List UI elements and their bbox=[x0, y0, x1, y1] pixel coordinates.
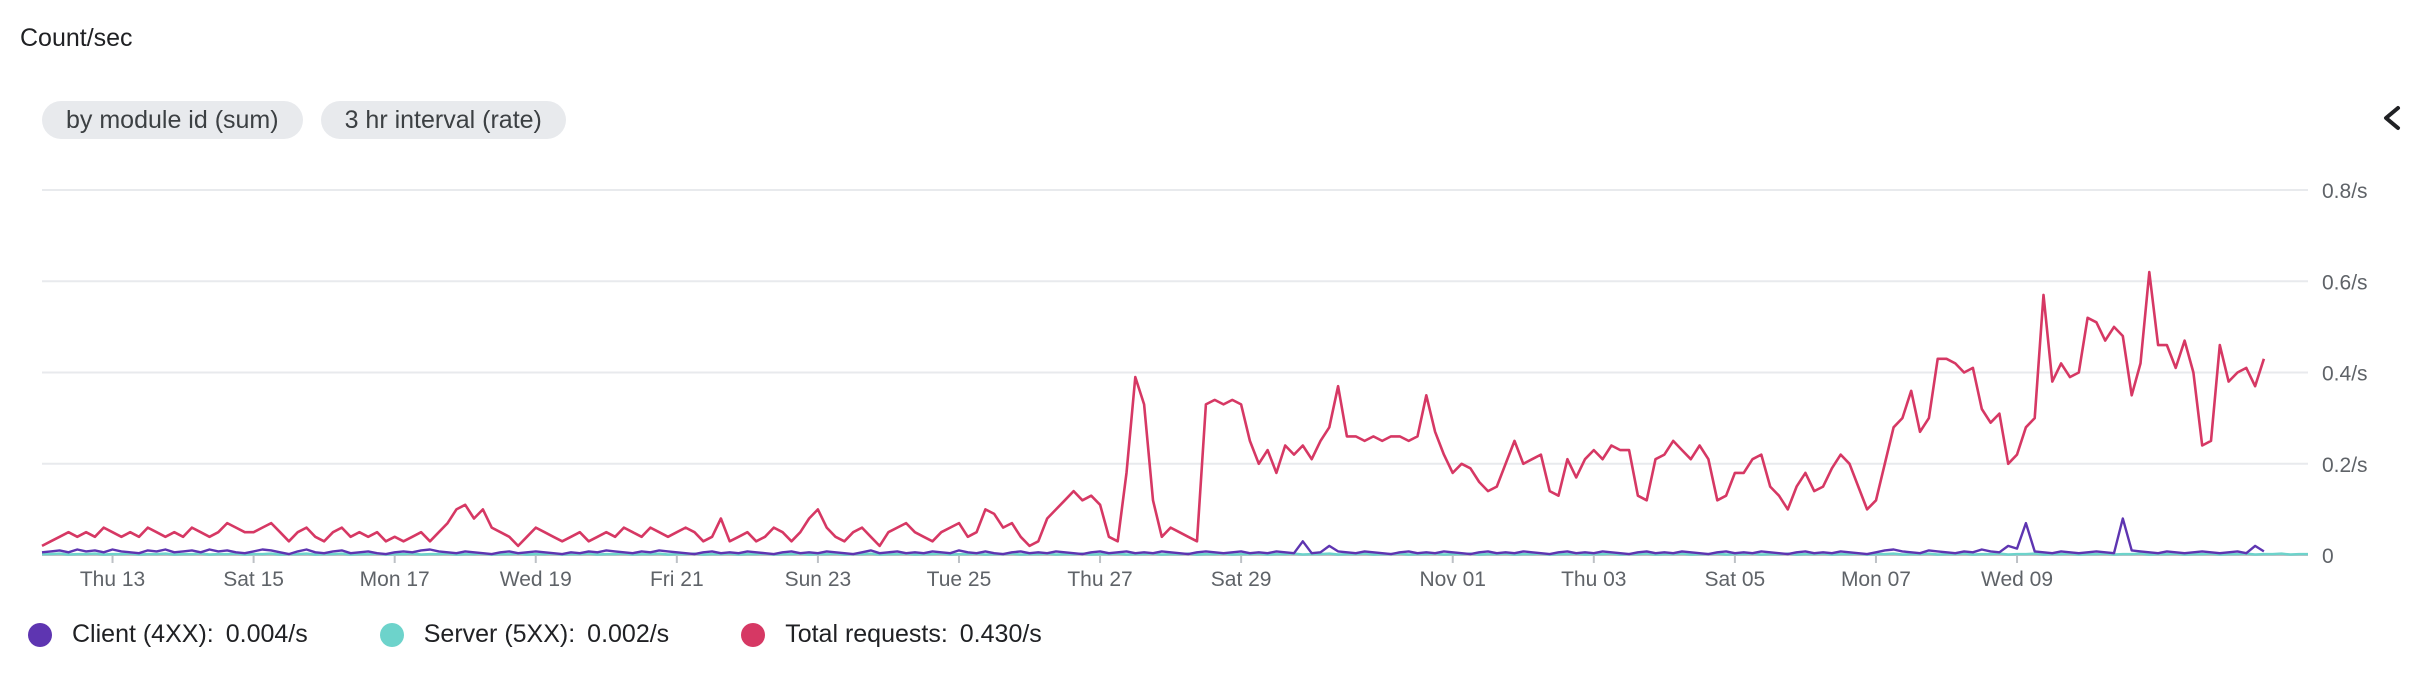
interval-chip[interactable]: 3 hr interval (rate) bbox=[320, 101, 566, 139]
chevron-left-icon bbox=[2384, 106, 2400, 130]
x-tick-label: Tue 25 bbox=[927, 568, 992, 591]
legend-item-total-requests[interactable]: Total requests: 0.430/s bbox=[741, 620, 1042, 649]
y-tick-label: 0.8/s bbox=[2322, 180, 2368, 203]
x-tick-label: Wed 09 bbox=[1981, 568, 2053, 591]
y-tick-label: 0.6/s bbox=[2322, 271, 2368, 294]
collapse-panel-button[interactable] bbox=[2374, 96, 2410, 140]
x-tick-label: Sat 29 bbox=[1211, 568, 1272, 591]
x-tick-label: Sun 23 bbox=[785, 568, 852, 591]
x-tick-label: Mon 07 bbox=[1841, 568, 1911, 591]
y-tick-label: 0 bbox=[2322, 545, 2334, 568]
y-tick-label: 0.2/s bbox=[2322, 454, 2368, 477]
legend-value: 0.004/s bbox=[225, 620, 308, 648]
legend-swatch bbox=[28, 622, 52, 647]
series-line-client-4xx bbox=[41, 517, 2265, 556]
chart-title: Count/sec bbox=[20, 24, 133, 52]
x-tick-label: Nov 01 bbox=[1419, 568, 1486, 591]
chart-legend: Client (4XX): 0.004/s Server (5XX): 0.00… bbox=[28, 620, 1114, 649]
legend-swatch bbox=[741, 622, 766, 647]
legend-value: 0.430/s bbox=[959, 620, 1042, 648]
series-line-server-5xx bbox=[42, 552, 2308, 556]
legend-item-server-5xx[interactable]: Server (5XX): 0.002/s bbox=[379, 620, 670, 649]
legend-value: 0.002/s bbox=[587, 620, 670, 648]
legend-label: Server (5XX): bbox=[423, 620, 576, 648]
y-tick-label: 0.4/s bbox=[2322, 363, 2368, 386]
x-tick-label: Mon 17 bbox=[360, 568, 430, 591]
x-tick-label: Thu 03 bbox=[1561, 568, 1626, 591]
series-line-total-requests bbox=[41, 270, 2266, 548]
x-tick-label: Thu 13 bbox=[80, 568, 145, 591]
line-chart: 0 0.2/s 0.4/s 0.6/s 0.8/s Thu 13 Sat 15 Mon 17 W… bbox=[41, 180, 2368, 591]
group-by-chip[interactable]: by module id (sum) bbox=[42, 101, 303, 139]
x-tick-label: Wed 19 bbox=[500, 568, 572, 591]
x-tick-label: Fri 21 bbox=[650, 568, 704, 591]
x-tick-label: Thu 27 bbox=[1067, 568, 1132, 591]
legend-swatch bbox=[379, 622, 404, 647]
legend-label: Client (4XX): bbox=[72, 620, 214, 648]
legend-label: Total requests: bbox=[785, 620, 948, 648]
x-tick-label: Sat 05 bbox=[1705, 568, 1766, 591]
x-tick-label: Sat 15 bbox=[223, 568, 284, 591]
filter-chips: by module id (sum) 3 hr interval (rate) bbox=[42, 101, 566, 139]
legend-item-client-4xx[interactable]: Client (4XX): 0.004/s bbox=[28, 620, 308, 649]
